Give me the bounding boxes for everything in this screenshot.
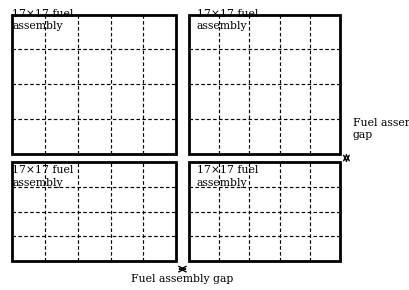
Bar — [12, 162, 176, 261]
Text: 17×17 fuel
assembly: 17×17 fuel assembly — [196, 9, 258, 31]
Text: Fuel assembly
gap: Fuel assembly gap — [352, 118, 409, 140]
Bar — [12, 14, 176, 154]
Text: Fuel assembly gap: Fuel assembly gap — [131, 274, 233, 284]
Text: 17×17 fuel
assembly: 17×17 fuel assembly — [12, 9, 74, 31]
Text: 17×17 fuel
assembly: 17×17 fuel assembly — [196, 165, 258, 188]
Text: 17×17 fuel
assembly: 17×17 fuel assembly — [12, 165, 74, 188]
Bar — [188, 162, 339, 261]
Bar — [188, 14, 339, 154]
